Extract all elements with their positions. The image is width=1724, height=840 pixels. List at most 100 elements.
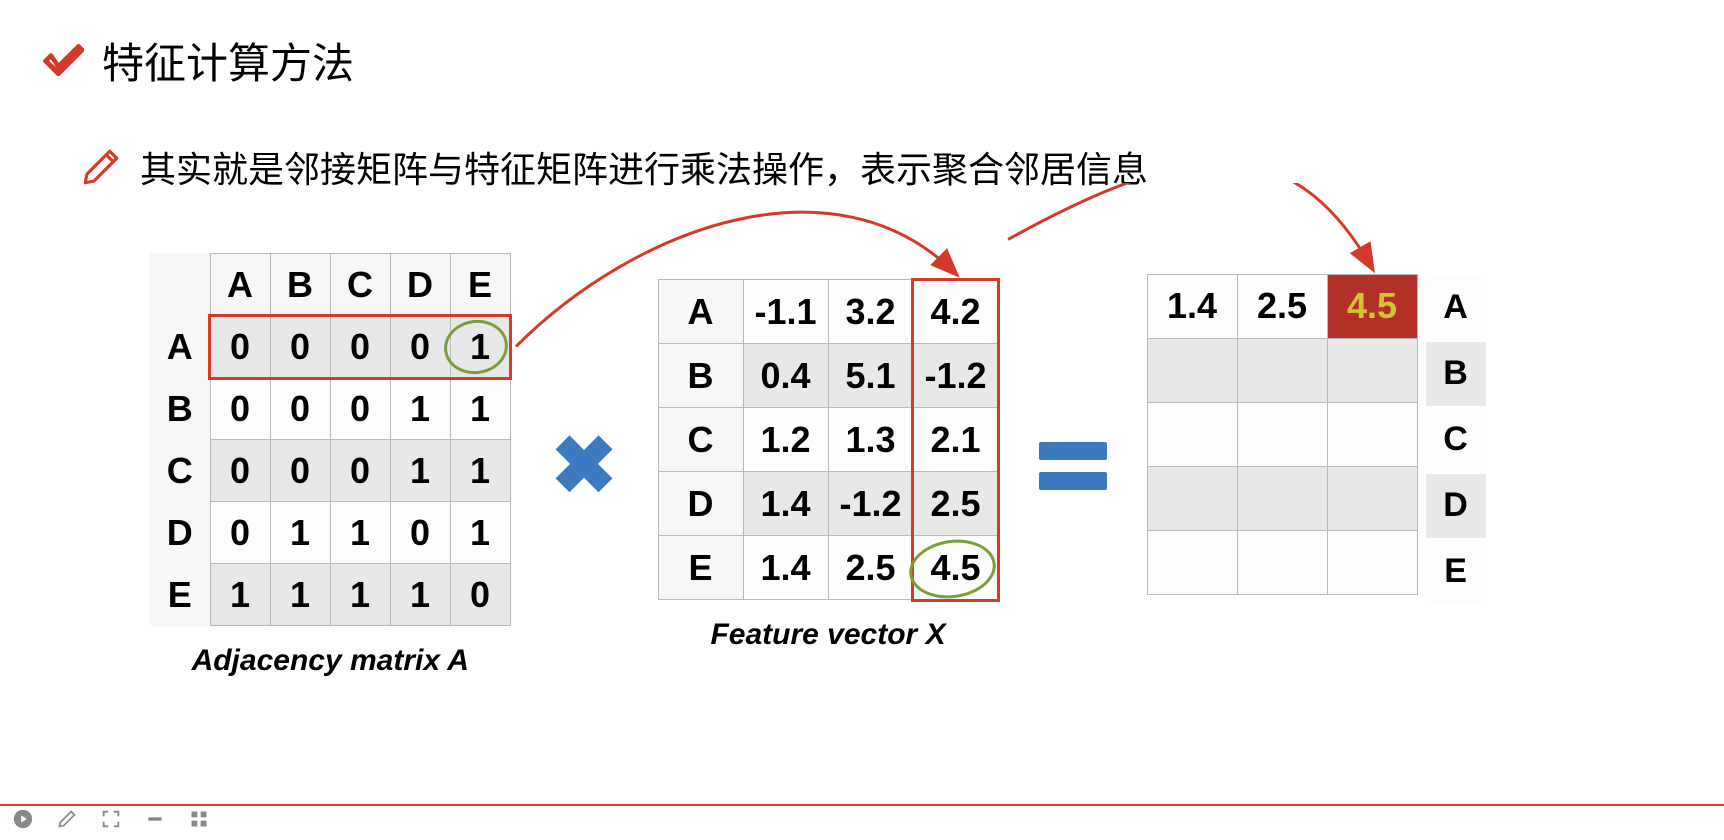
col-header: C [330,254,390,316]
cell: 1.3 [828,408,913,472]
result-row-labels: ABCDE [1424,274,1488,606]
cell: -1.2 [913,344,998,408]
col-header: D [390,254,450,316]
row-header: B [150,378,210,440]
cell [1327,530,1417,594]
cell: 0 [270,378,330,440]
col-header: A [210,254,270,316]
cell: 1.4 [743,536,828,600]
cell: 4.2 [913,280,998,344]
cell: 1 [450,316,510,378]
cell: 4.5 [1327,274,1417,338]
cell: 0 [210,316,270,378]
minus-icon[interactable] [142,806,168,832]
cell [1327,338,1417,402]
progress-line [0,804,1724,806]
row-header: C [150,440,210,502]
cell: 0 [210,378,270,440]
row-header: A [150,316,210,378]
cell: 0 [390,502,450,564]
cell: 2.5 [913,472,998,536]
cell: 1 [390,564,450,626]
feat-caption-prefix: Feature vector [710,618,925,651]
cell: 2.1 [913,408,998,472]
cell [1237,338,1327,402]
play-icon[interactable] [10,806,36,832]
fullscreen-icon[interactable] [98,806,124,832]
feat-caption: Feature vector X [710,618,945,652]
adj-caption-prefix: Adjacency matrix [192,644,448,677]
cell: 1.4 [743,472,828,536]
feature-matrix-block: A-1.13.24.2B0.45.1-1.2C1.21.32.1D1.4-1.2… [658,279,999,652]
adj-caption: Adjacency matrix A [192,644,469,678]
title-row: 特征计算方法 [40,30,1684,91]
feature-matrix: A-1.13.24.2B0.45.1-1.2C1.21.32.1D1.4-1.2… [658,279,999,600]
subtitle-row: 其实就是邻接矩阵与特征矩阵进行乘法操作，表示聚合邻居信息 [80,141,1684,193]
cell [1327,402,1417,466]
edit-icon[interactable] [54,806,80,832]
cell: 2.5 [1237,274,1327,338]
cell [1147,530,1237,594]
adjacency-matrix-block: ABCDEA00001B00011C00011D01101E11110 Adja… [150,253,511,678]
col-header: E [450,254,510,316]
cell [1147,338,1237,402]
check-icon [40,39,84,83]
cell: 1 [330,502,390,564]
result-matrix-block: 1.42.54.5 ABCDE . [1147,274,1488,658]
grid-icon[interactable] [186,806,212,832]
cell: 0 [270,440,330,502]
feat-caption-var: X [926,618,946,651]
row-header: E [1426,540,1486,604]
cell: 1 [450,440,510,502]
cell: 0 [330,440,390,502]
cell: 2.5 [828,536,913,600]
cell: 0 [210,440,270,502]
page-subtitle: 其实就是邻接矩阵与特征矩阵进行乘法操作，表示聚合邻居信息 [140,141,1148,193]
cell [1237,466,1327,530]
cell: 1 [390,378,450,440]
row-header: D [1426,474,1486,538]
cell [1237,402,1327,466]
col-header: B [270,254,330,316]
cell [1327,466,1417,530]
cell [1147,402,1237,466]
row-header: A [1426,276,1486,340]
cell: 1 [450,378,510,440]
toolbar [10,806,212,832]
cell: 0 [210,502,270,564]
cell: 0 [450,564,510,626]
cell [1237,530,1327,594]
cell: 4.5 [913,536,998,600]
cell: 0 [330,378,390,440]
cell: 0 [390,316,450,378]
cell: 1 [330,564,390,626]
row-header: E [150,564,210,626]
cell: 1 [210,564,270,626]
cell: 1 [270,502,330,564]
cell: 1 [270,564,330,626]
row-header: C [1426,408,1486,472]
cell: 3.2 [828,280,913,344]
cell: -1.1 [743,280,828,344]
row-header: B [658,344,743,408]
row-header: B [1426,342,1486,406]
cell: 0.4 [743,344,828,408]
cell: 1.2 [743,408,828,472]
cell: 1 [450,502,510,564]
cell: 1.4 [1147,274,1237,338]
page-title: 特征计算方法 [102,30,354,91]
row-header: D [658,472,743,536]
multiply-icon: ✖ [551,426,618,506]
row-header: A [658,280,743,344]
adjacency-matrix: ABCDEA00001B00011C00011D01101E11110 [150,253,511,626]
equals-icon [1039,442,1107,490]
row-header: E [658,536,743,600]
row-header: C [658,408,743,472]
row-header: D [150,502,210,564]
cell: 0 [330,316,390,378]
cell: 0 [270,316,330,378]
cell [1147,466,1237,530]
diagram-row: ABCDEA00001B00011C00011D01101E11110 Adja… [150,253,1684,678]
pencil-icon [80,146,122,188]
cell: 5.1 [828,344,913,408]
